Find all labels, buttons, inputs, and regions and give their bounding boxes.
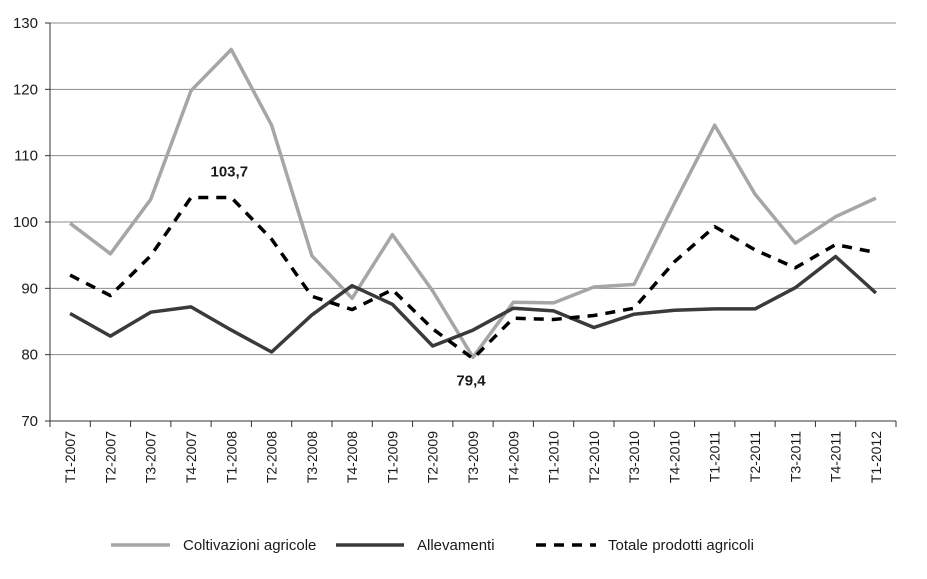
data-label: 79,4 (456, 373, 486, 390)
x-tick-label: T2-2009 (425, 431, 441, 483)
data-labels: 103,7 79,4 (211, 163, 487, 389)
x-tick-label: T1-2008 (223, 431, 239, 483)
x-tick-label: T4-2007 (183, 431, 199, 483)
series-line-1 (69, 254, 878, 354)
axes (45, 22, 897, 427)
y-tick-label: 80 (21, 347, 38, 364)
legend-label-0: Coltivazioni agricole (183, 537, 316, 554)
x-tick-label: T3-2011 (787, 431, 803, 482)
y-tick-label: 120 (13, 81, 38, 98)
y-tick-label: 110 (14, 148, 38, 165)
series-lines (69, 47, 878, 361)
legend-label-1: Allevamenti (417, 537, 495, 554)
x-tick-label: T3-2009 (465, 431, 481, 483)
y-tick-label: 90 (21, 280, 38, 297)
x-tick-label: T1-2010 (546, 431, 562, 483)
x-tick-labels: T1-2007 T2-2007 T3-2007 T4-2007 T1-2008 T2-20… (62, 431, 884, 483)
legend: Coltivazioni agricole Allevamenti Totale p… (111, 537, 754, 554)
x-tick-label: T4-2011 (828, 431, 844, 482)
x-tick-label: T4-2010 (666, 431, 682, 483)
x-tick-label: T2-2011 (747, 431, 763, 482)
series-line-2 (69, 195, 877, 361)
legend-label-2: Totale prodotti agricoli (608, 537, 754, 554)
x-tick-label: T2-2007 (102, 431, 118, 483)
x-tick-label: T4-2009 (505, 431, 521, 483)
x-tick-label: T3-2008 (304, 431, 320, 483)
x-tick-label: T1-2011 (707, 431, 723, 482)
y-tick-labels: 70 80 90 100 110 120 130 (13, 15, 38, 430)
x-tick-label: T3-2007 (143, 431, 159, 483)
x-tick-label: T2-2010 (586, 431, 602, 483)
x-tick-label: T1-2012 (868, 431, 884, 483)
x-tick-label: T2-2008 (264, 431, 280, 483)
gridlines (50, 22, 896, 356)
y-tick-label: 100 (13, 214, 38, 231)
x-tick-label: T1-2009 (384, 431, 400, 483)
x-tick-label: T1-2007 (62, 431, 78, 483)
x-tick-label: T4-2008 (344, 431, 360, 483)
x-tick-label: T3-2010 (626, 431, 642, 483)
y-tick-label: 130 (13, 15, 38, 32)
series-line-0 (69, 47, 877, 360)
y-tick-label: 70 (21, 413, 38, 430)
data-label: 103,7 (211, 163, 249, 180)
